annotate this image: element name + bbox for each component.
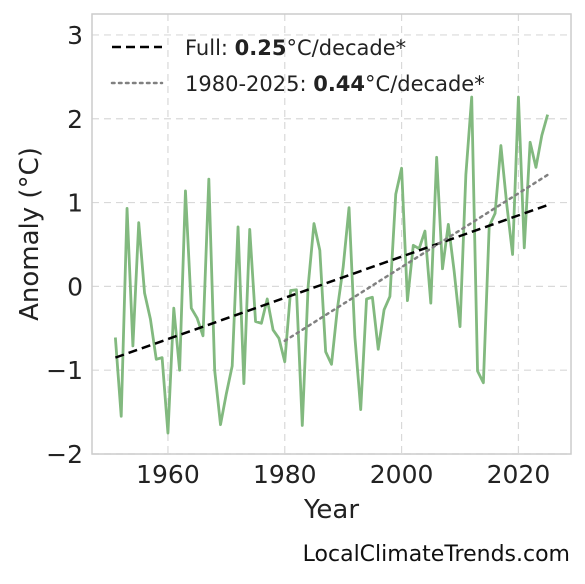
x-tick-label: 1980 [253, 460, 317, 489]
anomaly-series-line [113, 95, 549, 435]
x-tick-label: 1960 [136, 460, 200, 489]
x-axis-title: Year [303, 495, 359, 525]
y-axis-title: Anomaly (°C) [15, 147, 45, 321]
legend-label-prefix: Full: [185, 36, 235, 60]
legend-label-rate: 0.44 [313, 72, 365, 96]
y-tick-label: 0 [67, 272, 83, 301]
y-tick-label: 3 [67, 21, 83, 50]
plot-area [92, 14, 571, 454]
tick-labels: 1960 1980 2000 2020 3 2 1 0 −1 −2 [46, 21, 550, 489]
legend-label: Full: 0.25°C/decade* [185, 36, 406, 60]
y-tick-label: −2 [46, 440, 83, 469]
y-tick-label: 1 [67, 189, 83, 218]
full-trend-line [114, 203, 549, 359]
recent-trend-line [283, 173, 549, 343]
y-tick-label: 2 [67, 105, 83, 134]
watermark-text: LocalClimateTrends.com [303, 542, 570, 567]
plot-frame [91, 13, 572, 455]
x-tick-label: 2020 [487, 460, 551, 489]
legend-label-suffix: °C/decade* [287, 36, 407, 60]
legend-label-prefix: 1980-2025: [185, 72, 313, 96]
legend-label: 1980-2025: 0.44°C/decade* [185, 72, 485, 96]
legend-label-suffix: °C/decade* [365, 72, 485, 96]
legend: Full: 0.25°C/decade*1980-2025: 0.44°C/de… [110, 36, 485, 96]
x-tick-label: 2000 [370, 460, 434, 489]
series-layer [113, 95, 549, 435]
legend-label-rate: 0.25 [235, 36, 287, 60]
y-tick-label: −1 [46, 356, 83, 385]
